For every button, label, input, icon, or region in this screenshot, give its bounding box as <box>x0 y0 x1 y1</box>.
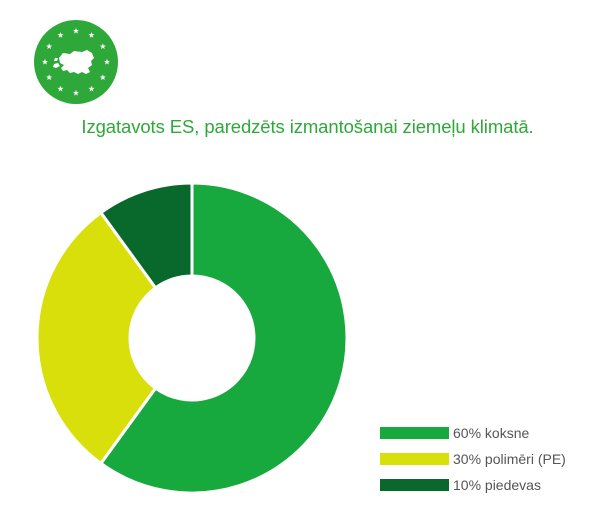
legend-item: 60% koksne <box>380 424 566 441</box>
logo-star <box>99 74 106 81</box>
legend-label: 10% piedevas <box>453 476 541 493</box>
headline: Izgatavots ES, paredzēts izmantošanai zi… <box>81 116 534 137</box>
logo-star <box>72 89 80 96</box>
logo-star <box>57 31 64 38</box>
logo-star <box>41 58 49 65</box>
legend-item: 30% polimēri (PE) <box>380 450 566 467</box>
logo-star <box>99 43 106 50</box>
chart-legend: 60% koksne 30% polimēri (PE) 10% piedevas <box>380 424 566 502</box>
logo-star <box>103 58 111 65</box>
donut-slice-2 <box>35 210 158 466</box>
legend-label: 60% koksne <box>453 424 530 441</box>
legend-swatch <box>380 478 449 491</box>
legend-label: 30% polimēri (PE) <box>453 450 566 467</box>
donut-slice-3 <box>98 181 194 290</box>
logo-star <box>88 31 95 38</box>
legend-item: 10% piedevas <box>380 476 566 493</box>
logo-star <box>46 74 53 81</box>
legend-swatch <box>380 426 449 439</box>
legend-swatch <box>380 452 449 465</box>
logo-star <box>72 27 80 34</box>
donut-slice-1 <box>98 181 349 495</box>
logo-star <box>57 85 64 92</box>
logo-star <box>46 43 53 50</box>
estonia-eu-stars-icon <box>34 20 118 104</box>
logo <box>34 20 118 104</box>
logo-star <box>88 85 95 92</box>
